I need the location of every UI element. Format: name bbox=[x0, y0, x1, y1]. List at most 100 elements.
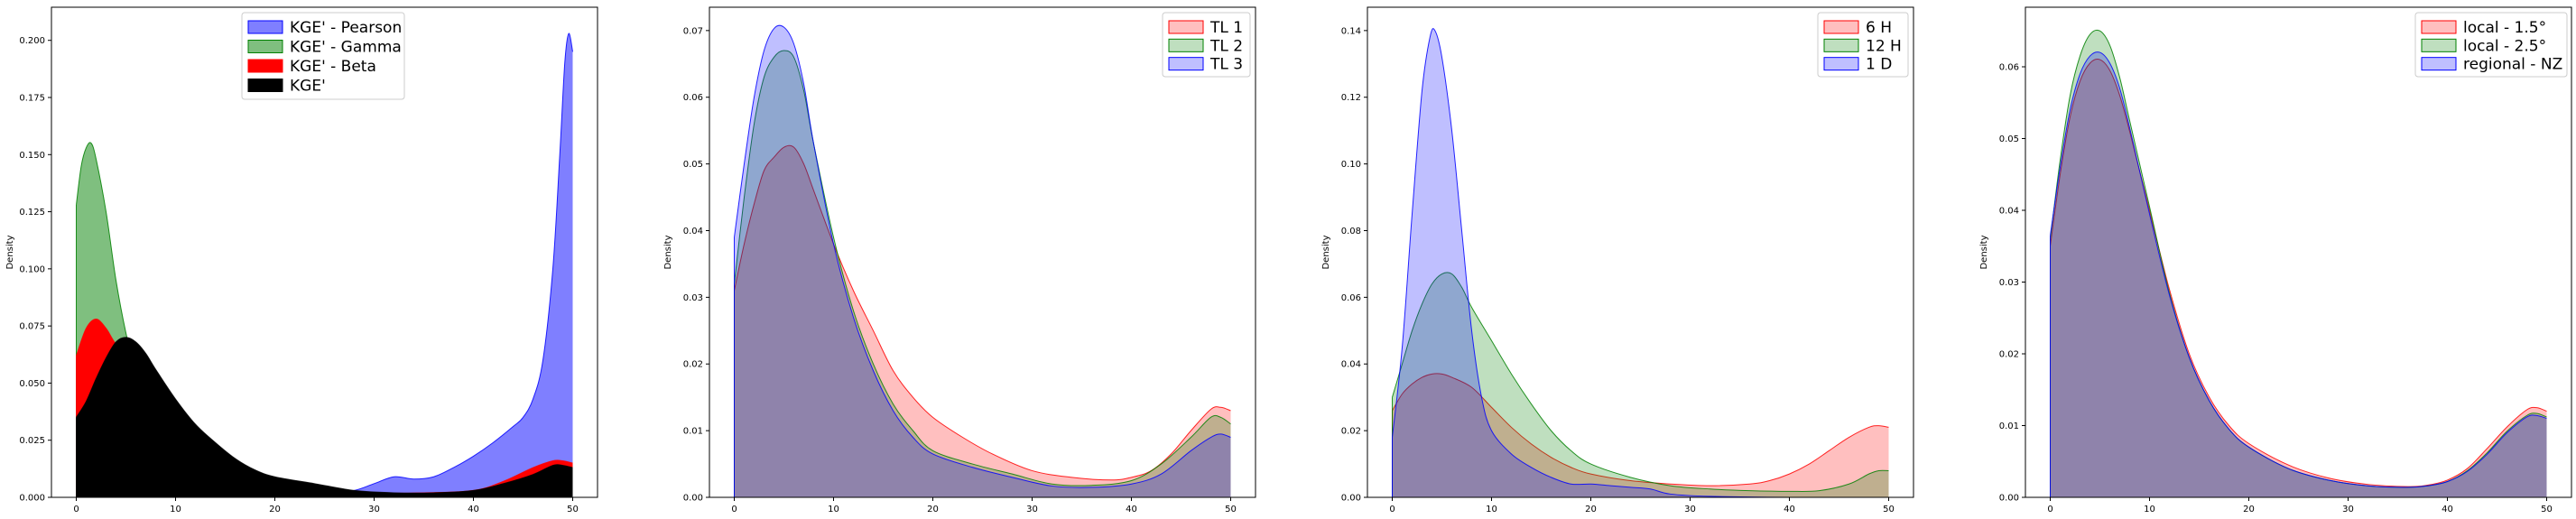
series-area-1-d bbox=[1392, 28, 1889, 497]
y-tick-label: 0.12 bbox=[1341, 93, 1361, 103]
x-tick-label: 0 bbox=[2047, 505, 2052, 514]
y-tick-label: 0.02 bbox=[683, 360, 703, 370]
x-tick-label: 50 bbox=[567, 505, 579, 514]
legend-swatch-12-h bbox=[1823, 38, 1859, 52]
axes-frame bbox=[709, 6, 1256, 498]
legend-swatch-local-2-5 bbox=[2421, 38, 2457, 52]
y-tick-label: 0.00 bbox=[1999, 494, 2019, 504]
x-axis: 0 10 20 30 40 50 bbox=[73, 497, 579, 514]
legend-swatch-local-1-5 bbox=[2421, 20, 2457, 34]
y-axis: 0.00 0.02 0.04 0.06 0.08 0.10 0.12 0.14 bbox=[1341, 26, 1367, 504]
legend-label-12-h: 12 H bbox=[1866, 37, 1902, 55]
legend-label-local-1-5: local - 1.5° bbox=[2463, 19, 2546, 37]
y-tick-label: 0.125 bbox=[19, 208, 45, 218]
series-line-tl-3 bbox=[734, 24, 1231, 488]
series-line-kge-pearson bbox=[76, 32, 573, 497]
panel-2: 0 10 20 30 40 500.000.010.020.030.040.050.060… bbox=[663, 6, 1256, 514]
y-tick-label: 0.175 bbox=[19, 93, 45, 103]
legend-label-tl-1: TL 1 bbox=[1209, 19, 1243, 37]
x-tick-label: 10 bbox=[828, 505, 839, 514]
y-axis: 0.00 0.01 0.02 0.03 0.04 0.05 0.06 0.07 bbox=[683, 26, 709, 504]
x-tick-label: 40 bbox=[1126, 505, 1137, 514]
series-line-1-d bbox=[1392, 28, 1889, 497]
x-tick-label: 10 bbox=[2144, 505, 2155, 514]
plot-area bbox=[1392, 28, 1889, 497]
y-axis: 0.000 0.025 0.050 0.075 0.100 0.125 0.150 0.175… bbox=[19, 36, 51, 504]
x-tick-label: 0 bbox=[731, 505, 737, 514]
legend-swatch-regional-nz bbox=[2421, 57, 2457, 71]
y-tick-label: 0.050 bbox=[19, 379, 45, 389]
y-tick-label: 0.05 bbox=[1999, 134, 2019, 144]
panel-3: 0 10 20 30 40 500.000.020.040.060.080.100.120… bbox=[1321, 6, 1914, 514]
y-tick-label: 0.05 bbox=[683, 160, 703, 170]
legend-swatch-kge-gamma bbox=[247, 40, 283, 53]
y-tick-label: 0.08 bbox=[1341, 227, 1361, 236]
plot-area bbox=[2050, 29, 2547, 497]
legend-swatch-kge-pearson bbox=[247, 20, 283, 34]
series-line-tl-2 bbox=[734, 50, 1231, 487]
x-tick-label: 20 bbox=[1585, 505, 1597, 514]
y-tick-label: 0.075 bbox=[19, 322, 45, 332]
x-tick-label: 50 bbox=[1883, 505, 1895, 514]
x-tick-label: 30 bbox=[1026, 505, 1038, 514]
legend-label-regional-nz: regional - NZ bbox=[2463, 56, 2562, 74]
series-area-kge-pearson bbox=[76, 33, 573, 497]
x-tick-label: 0 bbox=[1389, 505, 1395, 514]
legend-label-local-2-5: local - 2.5° bbox=[2463, 37, 2546, 55]
x-tick-label: 10 bbox=[1486, 505, 1497, 514]
legend-label-tl-2: TL 2 bbox=[1209, 37, 1243, 55]
series-area-local-1-5 bbox=[2050, 59, 2547, 497]
legend: local - 1.5°local - 2.5°regional - NZ bbox=[2414, 12, 2568, 78]
axes-frame bbox=[51, 6, 598, 498]
legend-label-kge-pearson: KGE' - Pearson bbox=[290, 19, 402, 37]
x-tick-label: 10 bbox=[170, 505, 181, 514]
series-area-tl-3 bbox=[734, 25, 1231, 497]
y-axis-label: Density bbox=[663, 235, 673, 269]
x-tick-label: 40 bbox=[468, 505, 479, 514]
y-tick-label: 0.025 bbox=[19, 436, 45, 446]
legend-frame bbox=[2414, 12, 2568, 78]
y-tick-label: 0.02 bbox=[1341, 427, 1361, 437]
series-line-local-1-5 bbox=[2050, 59, 2547, 487]
x-tick-label: 40 bbox=[1784, 505, 1795, 514]
series-line-6-h bbox=[1392, 373, 1889, 487]
y-tick-label: 0.100 bbox=[19, 264, 45, 274]
x-tick-label: 50 bbox=[2541, 505, 2553, 514]
x-tick-label: 20 bbox=[2243, 505, 2255, 514]
x-tick-label: 30 bbox=[368, 505, 380, 514]
y-tick-label: 0.04 bbox=[1999, 206, 2019, 216]
x-tick-label: 20 bbox=[927, 505, 939, 514]
y-tick-label: 0.06 bbox=[1341, 293, 1361, 303]
legend-frame bbox=[241, 12, 405, 100]
legend-swatch-kge-beta bbox=[247, 59, 283, 73]
legend: TL 1TL 2TL 3 bbox=[1162, 12, 1251, 78]
legend-swatch-tl-1 bbox=[1168, 20, 1204, 34]
series-area-kge bbox=[76, 337, 573, 497]
panel-1: 0 10 20 30 40 50 0.000 0.025 0.050 0.075 0.100 0.12… bbox=[5, 6, 598, 514]
y-tick-label: 0.00 bbox=[683, 494, 703, 504]
y-tick-label: 0.01 bbox=[1999, 422, 2019, 431]
series-area-tl-2 bbox=[734, 51, 1231, 497]
legend-label-kge-beta: KGE' - Beta bbox=[290, 58, 376, 76]
x-tick-label: 30 bbox=[1684, 505, 1696, 514]
plot-area bbox=[734, 24, 1231, 497]
y-tick-label: 0.14 bbox=[1341, 26, 1361, 36]
legend-label-tl-3: TL 3 bbox=[1209, 56, 1243, 74]
series-area-12-h bbox=[1392, 272, 1889, 497]
x-tick-label: 20 bbox=[269, 505, 281, 514]
axes-frame bbox=[1367, 6, 1914, 498]
legend-label-6-h: 6 H bbox=[1866, 19, 1892, 37]
series-line-12-h bbox=[1392, 272, 1889, 492]
series-line-tl-1 bbox=[734, 144, 1231, 481]
y-tick-label: 0.200 bbox=[19, 36, 45, 46]
series-area-6-h bbox=[1392, 373, 1889, 497]
x-tick-label: 40 bbox=[2442, 505, 2453, 514]
series-area-regional-nz bbox=[2050, 51, 2547, 497]
x-tick-label: 30 bbox=[2342, 505, 2354, 514]
y-tick-label: 0.01 bbox=[683, 427, 703, 437]
legend-frame bbox=[1817, 12, 1909, 78]
series-area-tl-1 bbox=[734, 145, 1231, 497]
